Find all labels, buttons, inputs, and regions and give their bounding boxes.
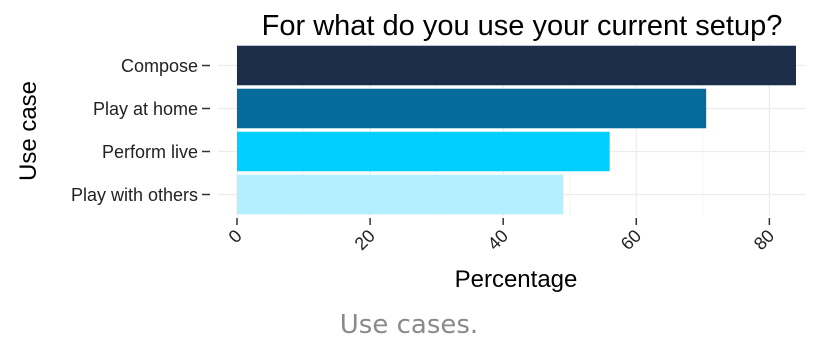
x-axis-ticks: 0 20 40 60 80 (225, 218, 778, 254)
y-axis-label: Use case (15, 81, 42, 181)
x-tick-label: 0 (225, 226, 246, 247)
bar (237, 174, 564, 215)
y-tick-label: Perform live (102, 142, 198, 162)
y-tick-label: Play at home (93, 99, 198, 119)
bars (237, 45, 796, 215)
x-axis-label: Percentage (455, 266, 578, 293)
y-tick-label: Play with others (71, 185, 198, 205)
bar-chart: Compose Play at home Perform live Play with… (15, 10, 805, 293)
x-tick-label: 60 (617, 226, 645, 254)
chart-title: For what do you use your current setup? (262, 10, 783, 42)
bar (237, 88, 707, 129)
figure-caption: Use cases. (339, 310, 479, 340)
y-axis-ticks: Compose Play at home Perform live Play with… (71, 56, 210, 205)
x-tick-label: 80 (750, 226, 778, 254)
bar (237, 45, 796, 86)
y-tick-label: Compose (121, 56, 198, 76)
x-tick-label: 40 (484, 226, 512, 254)
bar (237, 131, 610, 172)
x-tick-label: 20 (351, 226, 379, 254)
